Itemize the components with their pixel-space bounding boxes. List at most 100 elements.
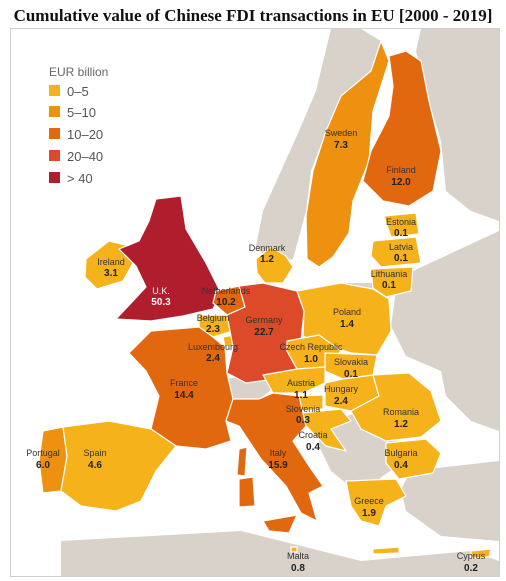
- label-bulgaria-value: 0.4: [394, 460, 408, 471]
- label-uk-name: U.K.: [152, 286, 170, 296]
- non-eu-land: [61, 29, 499, 576]
- country-italy[interactable]: [225, 392, 324, 522]
- label-greece-value: 1.9: [362, 508, 376, 519]
- label-bulgaria-name: Bulgaria: [384, 448, 417, 458]
- legend-label-4: > 40: [67, 171, 93, 186]
- country-sweden[interactable]: [305, 40, 390, 268]
- legend-item-2: 10–20: [49, 127, 103, 142]
- legend-swatch-1: [49, 106, 60, 117]
- legend-title: EUR billion: [49, 65, 108, 79]
- label-slovenia-value: 0.3: [296, 415, 310, 426]
- country-cyprus[interactable]: [470, 548, 492, 559]
- legend-item-1: 5–10: [49, 105, 96, 120]
- label-czech-value: 1.0: [304, 354, 318, 365]
- label-belgium-name: Belgium: [197, 313, 230, 323]
- label-spain-value: 4.6: [88, 460, 102, 471]
- label-netherlands-value: 10.2: [216, 297, 236, 308]
- country-finland[interactable]: [362, 50, 442, 207]
- label-belgium-value: 2.3: [206, 324, 220, 335]
- label-croatia-name: Croatia: [298, 430, 327, 440]
- label-hungary-name: Hungary: [324, 384, 359, 394]
- label-greece-name: Greece: [354, 496, 384, 506]
- label-finland-name: Finland: [386, 165, 416, 175]
- north-africa: [61, 531, 499, 576]
- label-denmark-name: Denmark: [249, 243, 286, 253]
- label-malta-value: 0.8: [291, 563, 305, 574]
- label-italy-value: 15.9: [268, 460, 288, 471]
- label-austria-name: Austria: [287, 378, 315, 388]
- label-hungary-value: 2.4: [334, 396, 348, 407]
- legend-item-3: 20–40: [49, 149, 103, 164]
- country-italy-sardinia[interactable]: [238, 476, 256, 508]
- legend-swatch-3: [49, 150, 60, 161]
- map-title: Cumulative value of Chinese FDI transact…: [13, 6, 493, 25]
- country-italy-sicily[interactable]: [262, 514, 298, 534]
- label-germany-name: Germany: [245, 315, 283, 325]
- label-slovenia-name: Slovenia: [286, 404, 321, 414]
- legend-label-3: 20–40: [67, 149, 103, 164]
- label-ireland-value: 3.1: [104, 268, 118, 279]
- country-denmark[interactable]: [255, 246, 294, 284]
- label-uk-value: 50.3: [151, 297, 171, 308]
- legend-label-2: 10–20: [67, 127, 103, 142]
- label-malta-name: Malta: [287, 551, 309, 561]
- country-france[interactable]: [128, 326, 234, 450]
- label-lithuania-value: 0.1: [382, 280, 396, 291]
- norway: [256, 29, 381, 263]
- country-bulgaria[interactable]: [385, 438, 442, 480]
- legend-item-4: > 40: [49, 171, 93, 186]
- label-romania-value: 1.2: [394, 419, 408, 430]
- label-france-name: France: [170, 378, 198, 388]
- country-croatia[interactable]: [300, 408, 352, 452]
- label-luxembourg-name: Luxembourg: [188, 342, 238, 352]
- eastern-europe: [391, 231, 499, 431]
- label-estonia-value: 0.1: [394, 228, 408, 239]
- label-slovakia-name: Slovakia: [334, 357, 368, 367]
- russia-north: [416, 29, 499, 221]
- map-frame: EUR billion 0–5 5–10 10–20 20–40 > 40 Sw…: [10, 28, 500, 577]
- label-slovakia-value: 0.1: [344, 369, 358, 380]
- label-sweden-name: Sweden: [325, 128, 358, 138]
- label-latvia-name: Latvia: [389, 242, 413, 252]
- label-latvia-value: 0.1: [394, 253, 408, 264]
- legend-item-0: 0–5: [49, 84, 89, 99]
- turkey: [401, 461, 499, 541]
- country-malta[interactable]: [290, 546, 298, 553]
- country-spain[interactable]: [60, 420, 177, 512]
- label-finland-value: 12.0: [391, 177, 411, 188]
- label-portugal-name: Portugal: [26, 448, 60, 458]
- label-poland-name: Poland: [333, 307, 361, 317]
- eu-countries: [38, 40, 492, 559]
- legend-label-1: 5–10: [67, 105, 96, 120]
- label-estonia-name: Estonia: [386, 217, 416, 227]
- country-uk[interactable]: [115, 195, 222, 322]
- label-lithuania-name: Lithuania: [371, 269, 408, 279]
- country-ireland[interactable]: [84, 240, 134, 290]
- label-france-value: 14.4: [174, 390, 194, 401]
- country-latvia[interactable]: [370, 236, 422, 268]
- country-estonia[interactable]: [383, 212, 420, 238]
- legend-swatch-0: [49, 85, 60, 96]
- country-lithuania[interactable]: [370, 266, 414, 298]
- country-france-corsica[interactable]: [236, 446, 248, 477]
- label-portugal-value: 6.0: [36, 460, 50, 471]
- label-cyprus-value: 0.2: [464, 563, 478, 574]
- label-czech-name: Czech Republic: [279, 342, 343, 352]
- eu-map: EUR billion 0–5 5–10 10–20 20–40 > 40 Sw…: [26, 29, 499, 576]
- label-romania-name: Romania: [383, 407, 419, 417]
- label-denmark-value: 1.2: [260, 254, 274, 265]
- country-labels: Sweden 7.3 Finland 12.0 Estonia 0.1 Latv…: [26, 128, 486, 574]
- label-spain-name: Spain: [83, 448, 106, 458]
- legend-swatch-2: [49, 128, 60, 139]
- legend: EUR billion 0–5 5–10 10–20 20–40 > 40: [49, 65, 108, 186]
- label-croatia-value: 0.4: [306, 442, 320, 453]
- country-greece-crete[interactable]: [372, 546, 400, 555]
- label-poland-value: 1.4: [340, 319, 354, 330]
- country-romania[interactable]: [350, 372, 442, 442]
- legend-label-0: 0–5: [67, 84, 89, 99]
- legend-swatch-4: [49, 172, 60, 183]
- country-belgium[interactable]: [198, 314, 234, 338]
- country-greece[interactable]: [345, 478, 407, 527]
- label-austria-value: 1.1: [294, 390, 308, 401]
- label-netherlands-name: Netherlands: [202, 286, 251, 296]
